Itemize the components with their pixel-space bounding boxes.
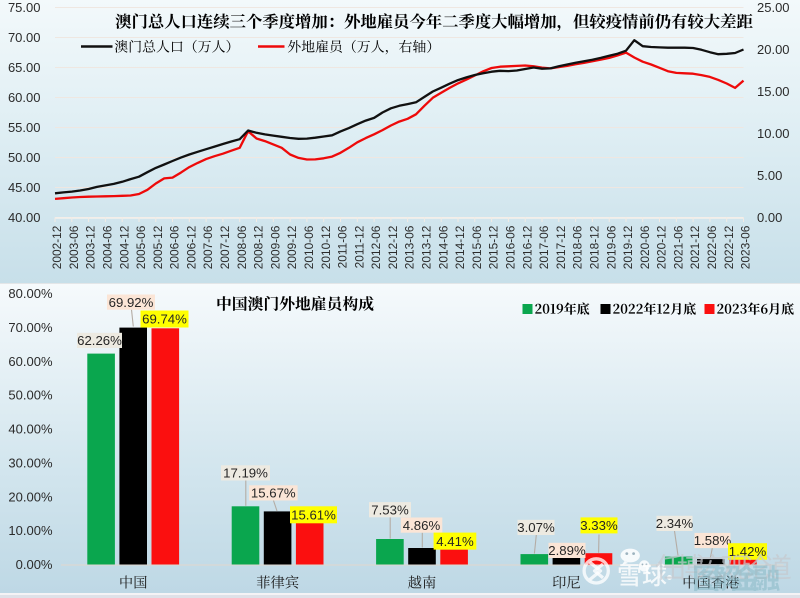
- svg-text:2007-12: 2007-12: [218, 225, 232, 269]
- svg-text:0.00: 0.00: [757, 210, 782, 225]
- svg-text:69.92%: 69.92%: [109, 295, 154, 310]
- svg-text:2004-06: 2004-06: [101, 225, 115, 269]
- svg-text:2012-06: 2012-06: [369, 225, 383, 269]
- svg-text:15.67%: 15.67%: [251, 486, 296, 501]
- svg-text:2014-12: 2014-12: [453, 225, 467, 269]
- svg-text:2006-12: 2006-12: [184, 225, 198, 269]
- svg-text:2014-06: 2014-06: [436, 225, 450, 269]
- svg-text:55.00: 55.00: [8, 120, 41, 135]
- svg-text:50.00%: 50.00%: [8, 388, 53, 403]
- svg-text:60.00: 60.00: [8, 90, 41, 105]
- svg-text:7.53%: 7.53%: [371, 502, 409, 517]
- svg-text:2006-06: 2006-06: [168, 225, 182, 269]
- svg-text:80.00%: 80.00%: [8, 286, 53, 301]
- svg-text:2018-12: 2018-12: [588, 225, 602, 269]
- svg-text:2018-06: 2018-06: [571, 225, 585, 269]
- svg-text:2017-12: 2017-12: [554, 225, 568, 269]
- svg-text:75.00: 75.00: [8, 0, 41, 15]
- svg-text:15.00: 15.00: [757, 84, 790, 99]
- svg-text:50.00: 50.00: [8, 150, 41, 165]
- svg-text:2019-06: 2019-06: [604, 225, 618, 269]
- svg-text:20.00: 20.00: [757, 42, 790, 57]
- svg-text:70.00: 70.00: [8, 30, 41, 45]
- svg-text:30.00%: 30.00%: [8, 456, 53, 471]
- svg-text:3.33%: 3.33%: [580, 518, 618, 533]
- svg-text:1.58%: 1.58%: [694, 533, 732, 548]
- svg-text:2019-12: 2019-12: [621, 225, 635, 269]
- svg-text:2005-06: 2005-06: [134, 225, 148, 269]
- svg-text:2011-12: 2011-12: [352, 225, 366, 268]
- svg-text:45.00: 45.00: [8, 180, 41, 195]
- svg-text:17.19%: 17.19%: [223, 466, 268, 481]
- svg-text:60.00%: 60.00%: [8, 354, 53, 369]
- svg-text:2021-12: 2021-12: [688, 225, 702, 269]
- svg-text:2008-06: 2008-06: [235, 225, 249, 269]
- svg-text:2011-06: 2011-06: [336, 225, 350, 268]
- svg-text:2022-12: 2022-12: [722, 225, 736, 269]
- svg-text:2013-12: 2013-12: [420, 225, 434, 269]
- svg-text:2017-06: 2017-06: [537, 225, 551, 269]
- svg-text:65.00: 65.00: [8, 60, 41, 75]
- svg-text:2012-12: 2012-12: [386, 225, 400, 269]
- svg-text:2009-12: 2009-12: [285, 225, 299, 269]
- svg-text:10.00: 10.00: [757, 126, 790, 141]
- svg-text:2013-06: 2013-06: [403, 225, 417, 269]
- svg-text:4.86%: 4.86%: [403, 518, 441, 533]
- svg-text:2020-12: 2020-12: [655, 225, 669, 269]
- svg-text:70.00%: 70.00%: [8, 320, 53, 335]
- svg-text:2022-06: 2022-06: [705, 225, 719, 269]
- svg-text:2015-06: 2015-06: [470, 225, 484, 269]
- svg-text:2002-12: 2002-12: [50, 225, 64, 269]
- svg-text:40.00%: 40.00%: [8, 422, 53, 437]
- svg-text:0.00%: 0.00%: [16, 557, 53, 572]
- svg-text:10.00%: 10.00%: [8, 523, 53, 538]
- svg-text:2009-06: 2009-06: [268, 225, 282, 269]
- svg-text:62.26%: 62.26%: [77, 333, 122, 348]
- svg-text:2021-06: 2021-06: [671, 225, 685, 269]
- svg-text:15.61%: 15.61%: [291, 508, 336, 523]
- svg-text:2003-06: 2003-06: [67, 225, 81, 269]
- svg-text:2005-12: 2005-12: [151, 225, 165, 269]
- svg-text:2008-12: 2008-12: [252, 225, 266, 269]
- svg-text:2010-12: 2010-12: [319, 225, 333, 269]
- svg-text:2015-12: 2015-12: [487, 225, 501, 269]
- svg-text:3.07%: 3.07%: [517, 520, 555, 535]
- svg-text:2010-06: 2010-06: [302, 225, 316, 269]
- svg-text:2.34%: 2.34%: [656, 516, 694, 531]
- svg-text:2003-12: 2003-12: [84, 225, 98, 269]
- svg-text:40.00: 40.00: [8, 210, 41, 225]
- svg-text:2020-06: 2020-06: [638, 225, 652, 269]
- svg-text:20.00%: 20.00%: [8, 489, 53, 504]
- svg-text:2016-06: 2016-06: [504, 225, 518, 269]
- svg-text:25.00: 25.00: [757, 0, 790, 15]
- svg-text:2007-06: 2007-06: [201, 225, 215, 269]
- svg-text:69.74%: 69.74%: [142, 312, 187, 327]
- svg-text:2004-12: 2004-12: [117, 225, 131, 269]
- svg-text:2016-12: 2016-12: [520, 225, 534, 269]
- svg-text:5.00: 5.00: [757, 168, 782, 183]
- svg-text:4.41%: 4.41%: [436, 534, 474, 549]
- svg-text:2023-06: 2023-06: [739, 225, 753, 269]
- svg-text:2.89%: 2.89%: [548, 543, 586, 558]
